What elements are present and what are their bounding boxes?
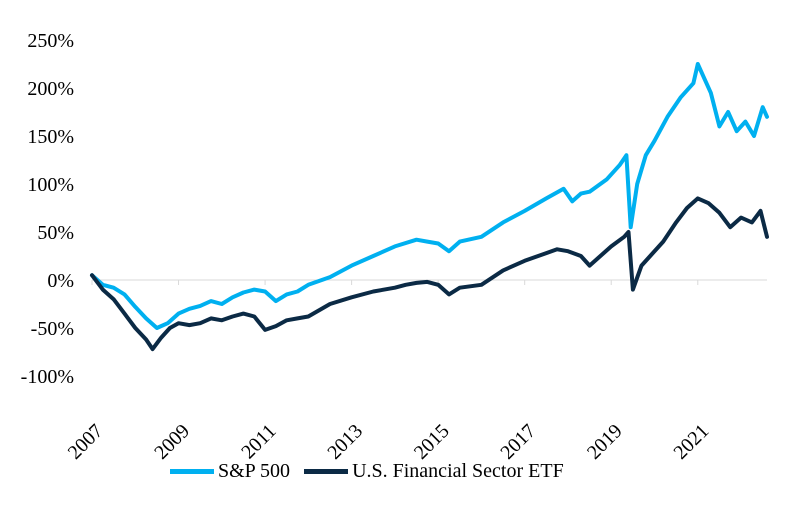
y-tick-label: 150% [27,126,74,148]
series-line-sp500 [90,62,769,330]
y-tick-label: 200% [27,78,74,100]
x-tick-label: 2011 [237,420,280,463]
y-tick-label: -50% [31,318,74,340]
x-tick-label: 2015 [410,420,454,464]
x-tick-label: 2019 [583,420,627,464]
x-tick-label: 2021 [669,420,713,464]
x-tick-label: 2017 [496,420,540,464]
x-tick-label: 2009 [150,420,194,464]
x-tick-label: 2013 [323,420,367,464]
legend: S&P 500 U.S. Financial Sector ETF [170,460,578,483]
legend-label-sp500: S&P 500 [218,460,291,482]
x-axis: 2007 2009 2011 2013 2015 2017 2019 2021 [64,280,713,464]
legend-label-financial-etf: U.S. Financial Sector ETF [352,460,564,482]
y-tick-label: 250% [27,30,74,52]
series-line-financial-etf [90,196,769,352]
series-layer [90,62,769,352]
legend-item-financial-etf: U.S. Financial Sector ETF [304,460,564,483]
y-tick-label: -100% [21,366,74,388]
y-tick-label: 100% [27,174,74,196]
legend-item-sp500: S&P 500 [170,460,290,483]
x-tick-label: 2007 [64,420,108,464]
y-axis: -100% -50% 0% 50% 100% 150% 200% 250% [21,30,74,388]
legend-swatch-financial-etf [304,469,349,474]
y-tick-label: 0% [47,270,74,292]
y-tick-label: 50% [37,222,74,244]
legend-swatch-sp500 [170,469,214,474]
